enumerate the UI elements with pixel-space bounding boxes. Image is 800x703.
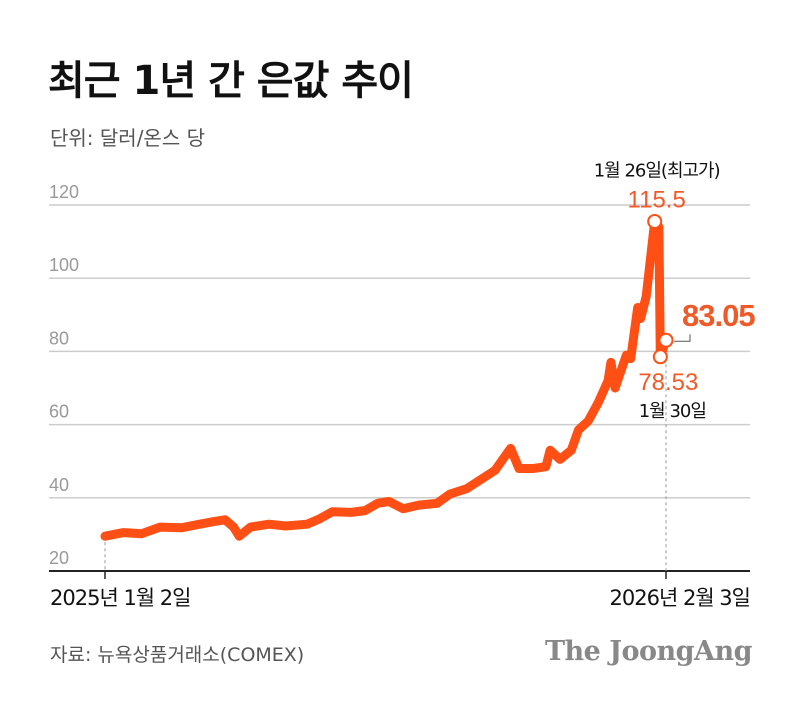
last-leader-line [674, 334, 691, 342]
y-tick-label: 60 [49, 402, 69, 422]
low-date-label: 1월 30일 [639, 401, 706, 422]
source-note: 자료: 뉴욕상품거래소(COMEX) [50, 644, 305, 666]
x-tick-label: 2025년 1월 2일 [50, 586, 190, 610]
chart-title: 최근 1년 간 은값 추이 [48, 58, 414, 104]
last-marker [658, 332, 674, 348]
y-tick-label: 80 [49, 328, 69, 348]
y-tick-label: 40 [49, 475, 69, 495]
unit-label: 단위: 달러/온스 당 [50, 126, 205, 150]
y-tick-label: 20 [49, 548, 69, 568]
series-line [100, 217, 671, 541]
low-value-label: 78.53 [638, 369, 698, 396]
y-tick-label: 100 [49, 255, 79, 275]
peak-date-label: 1월 26일(최고가) [594, 160, 720, 181]
last-value-label: 83.05 [682, 298, 755, 333]
peak-value-label: 115.5 [628, 186, 686, 213]
y-tick-label: 120 [49, 182, 79, 202]
x-tick-label: 2026년 2월 3일 [610, 586, 750, 610]
low-marker [652, 349, 668, 365]
publisher-logo: The JoongAng [544, 636, 753, 667]
peak-marker [647, 213, 663, 229]
